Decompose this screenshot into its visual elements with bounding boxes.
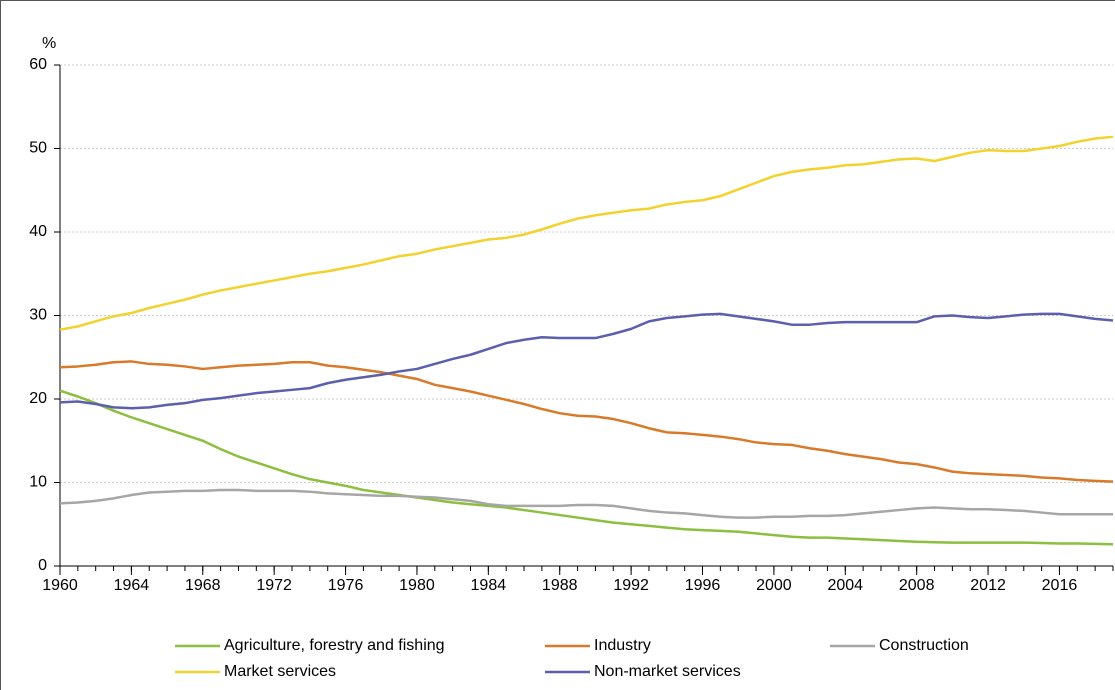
x-tick-label: 2008	[899, 577, 935, 594]
x-tick-label: 2004	[827, 577, 863, 594]
y-tick-label: 50	[29, 140, 47, 157]
y-tick-label: 40	[29, 223, 47, 240]
x-tick-label: 2016	[1042, 577, 1078, 594]
x-tick-label: 1988	[542, 577, 578, 594]
x-tick-label: 1996	[685, 577, 721, 594]
x-tick-label: 1992	[613, 577, 649, 594]
x-tick-label: 1972	[256, 577, 292, 594]
x-tick-label: 2000	[756, 577, 792, 594]
y-tick-label: 30	[29, 307, 47, 324]
x-tick-label: 1964	[114, 577, 150, 594]
x-tick-label: 1984	[471, 577, 507, 594]
x-tick-label: 1968	[185, 577, 221, 594]
legend-label: Construction	[879, 637, 969, 654]
legend-label: Non-market services	[594, 663, 741, 680]
y-tick-label: 10	[29, 474, 47, 491]
x-tick-label: 1960	[42, 577, 78, 594]
x-tick-label: 2012	[970, 577, 1006, 594]
series-line	[59, 389, 1114, 546]
legend-label: Industry	[594, 637, 651, 654]
y-tick-label: 0	[38, 557, 47, 574]
y-tick-label: 20	[29, 390, 47, 407]
x-tick-label: 1976	[328, 577, 364, 594]
legend-label: Agriculture, forestry and fishing	[224, 637, 445, 654]
series-line	[59, 312, 1114, 410]
series-line	[59, 360, 1114, 483]
y-tick-label: 60	[29, 56, 47, 73]
series-line	[59, 488, 1113, 519]
series-line	[59, 135, 1114, 331]
legend-label: Market services	[224, 663, 336, 680]
x-tick-label: 1980	[399, 577, 435, 594]
y-axis-label: %	[42, 35, 56, 52]
